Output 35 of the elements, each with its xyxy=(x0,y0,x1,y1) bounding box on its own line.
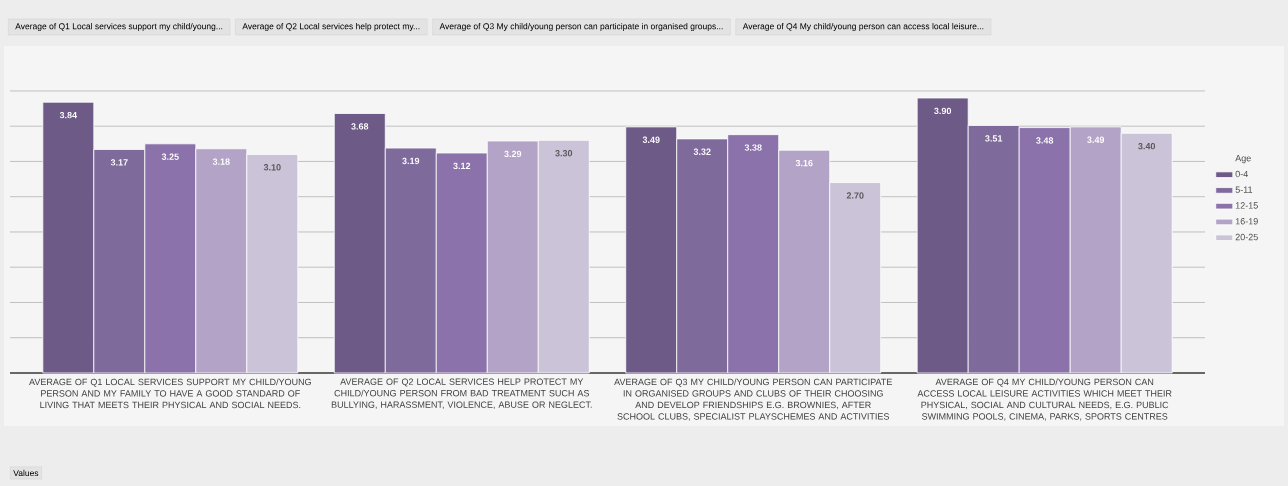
data-label: 3.90 xyxy=(934,107,952,115)
text: Values xyxy=(13,469,39,477)
text: Average of Q2 Local services help protect my... xyxy=(242,23,420,31)
data-label: 3.10 xyxy=(263,164,281,171)
text: Average of Q1 Local services support my child/young... xyxy=(15,23,223,31)
data-label: 3.68 xyxy=(351,123,369,130)
data-label: 3.38 xyxy=(744,144,762,151)
legend-label: 12-15 xyxy=(1235,202,1258,209)
x-tick-label: AVERAGE OF Q2 LOCAL SERVICES HELP PROTECT MY CHILD/YOUNG PERSON FROM BAD TREATMENT SUCH AS BULLYING, HARASSMENT, VIOLENCE, ABUSE OR NEGLECT. xyxy=(331,378,592,409)
data-label: 3.49 xyxy=(1087,136,1105,144)
data-label: 3.49 xyxy=(642,136,660,144)
data-label: 3.84 xyxy=(59,111,78,119)
legend-title: Age xyxy=(1235,155,1251,164)
data-label: 3.30 xyxy=(555,150,573,157)
data-label: 3.48 xyxy=(1036,137,1054,144)
data-label: 3.29 xyxy=(504,150,522,158)
legend-label: 5-11 xyxy=(1235,186,1253,193)
data-label: 3.32 xyxy=(693,148,711,155)
legend-label: 20-25 xyxy=(1235,233,1258,241)
text: Average of Q4 My child/young person can access local leisure... xyxy=(742,23,984,31)
x-tick-label: AVERAGE OF Q3 MY CHILD/YOUNG PERSON CAN PARTICIPATE IN ORGANISED GROUPS AND CLUBS OF THEIR CHOOSING AND DEVELOP FRIENDSHIPS E.G. BROWNIES, AFTER SCHOOL CLUBS, SPECIALIST PLAYSCHEMES AND ACTIVITIES xyxy=(614,378,892,421)
legend-label: 16-19 xyxy=(1235,218,1258,225)
data-label: 3.18 xyxy=(212,158,230,165)
data-label: 3.17 xyxy=(110,159,128,166)
data-label: 3.51 xyxy=(985,135,1003,142)
data-label: 3.16 xyxy=(795,159,813,167)
x-tick-label: AVERAGE OF Q4 MY CHILD/YOUNG PERSON CAN ACCESS LOCAL LEISURE ACTIVITIES WHICH MEET THEIR PHYSICAL, SOCIAL AND CULTURAL NEEDS, E.G. PUBLIC SWIMMING POOLS, CINEMA, PARKS, SPORTS CENTRES xyxy=(917,378,1172,421)
data-label: 3.25 xyxy=(161,153,179,160)
data-label: 3.40 xyxy=(1138,142,1156,150)
data-label: 2.70 xyxy=(846,192,864,199)
data-label: 3.19 xyxy=(402,157,420,165)
x-tick-label: AVERAGE OF Q1 LOCAL SERVICES SUPPORT MY CHILD/YOUNG PERSON AND MY FAMILY TO HAVE A GOOD STANDARD OF LIVING THAT MEETS THEIR PHYSICAL AND SOCIAL NEEDS. xyxy=(29,378,311,409)
legend-label: 0-4 xyxy=(1235,170,1248,178)
data-label: 3.12 xyxy=(453,162,471,170)
text: Average of Q3 My child/young person can participate in organised groups... xyxy=(439,23,723,31)
